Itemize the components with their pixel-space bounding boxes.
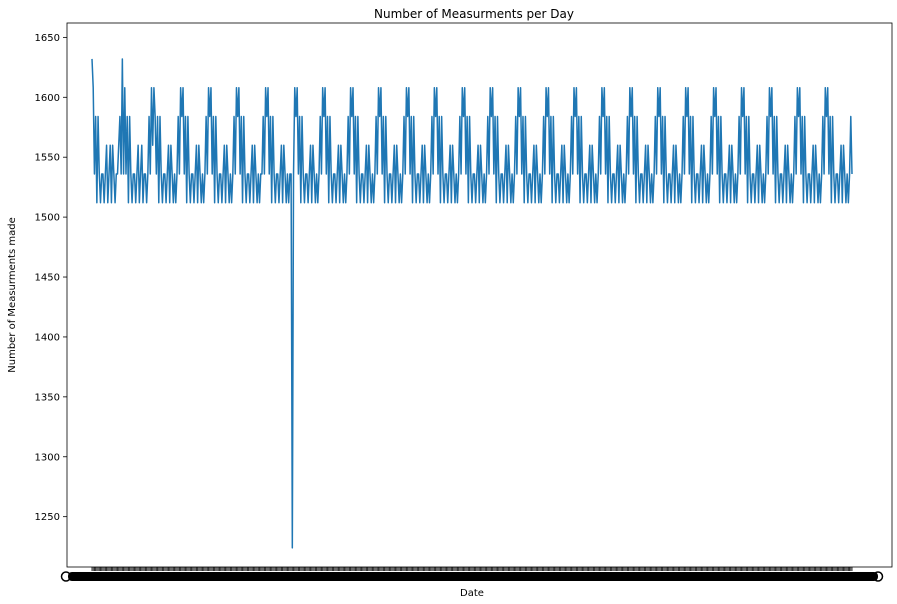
- y-tick-label: 1600: [35, 93, 60, 104]
- x-tick-label-overlap: [68, 572, 878, 581]
- x-axis-ticks: [60, 567, 884, 582]
- y-tick-label: 1300: [35, 452, 60, 463]
- y-tick-label: 1350: [35, 392, 60, 403]
- y-axis-ticks: 1250 1300 1350 1400 1450 1500 1550 1600 1650: [35, 33, 67, 523]
- y-tick-label: 1550: [35, 153, 60, 164]
- chart-title: Number of Measurments per Day: [374, 7, 574, 21]
- plot-frame: [66, 22, 893, 568]
- x-tick-label-edge: [60, 571, 72, 582]
- y-tick-label: 1650: [35, 33, 60, 44]
- series-line: [91, 58, 853, 549]
- x-tick-label-edge: [872, 571, 884, 582]
- y-tick-label: 1500: [35, 213, 60, 224]
- y-axis-label: Number of Measurments made: [7, 217, 18, 372]
- y-tick-label: 1250: [35, 512, 60, 523]
- y-tick-label: 1450: [35, 273, 60, 284]
- x-axis-label: Date: [460, 588, 484, 599]
- y-tick-label: 1400: [35, 332, 60, 343]
